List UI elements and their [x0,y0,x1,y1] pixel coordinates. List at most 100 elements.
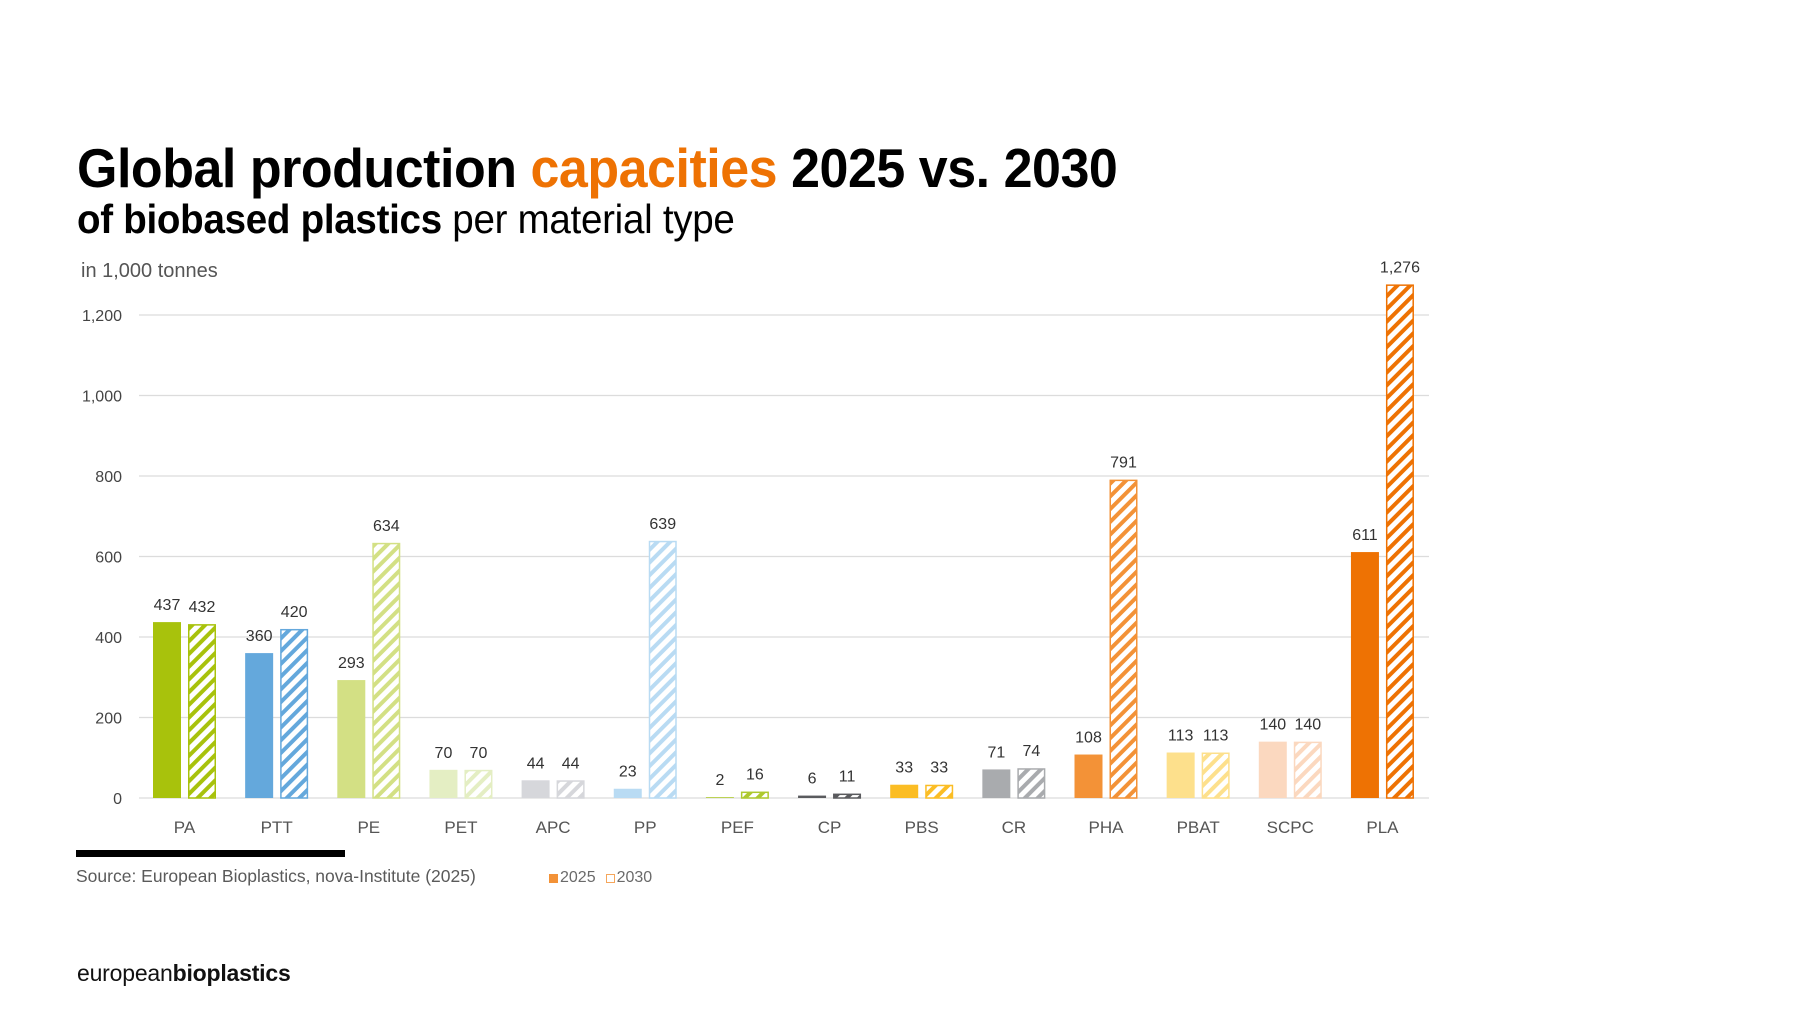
value-label: 437 [154,597,181,614]
x-tick-label: PHA [1089,818,1125,837]
legend-swatch-solid [549,873,558,883]
value-label: 113 [1203,728,1229,745]
y-tick-label: 200 [95,711,122,728]
bars [153,284,1414,799]
logo-bold: bioplastics [172,960,291,986]
value-label: 16 [746,767,764,784]
x-tick-label: PEF [721,818,754,837]
bar-2025-SCPC [1258,741,1287,798]
title-accent: capacities [530,137,778,199]
bar-2025-PHA [1074,754,1103,798]
x-tick-label: PE [357,818,380,837]
x-tick-label: PP [634,818,657,837]
value-label: 611 [1352,527,1378,544]
bar-2030-PLA [1385,284,1414,799]
legend-label: 2030 [616,869,653,886]
legend-swatch-hatched [605,873,615,883]
value-label: 360 [246,628,273,645]
bar-2025-PBAT [1166,752,1195,798]
value-label: 33 [930,760,948,777]
bar-2025-PA [153,622,181,798]
value-label: 420 [281,604,308,621]
value-label: 74 [1022,743,1040,760]
y-tick-label: 400 [95,630,122,647]
x-tick-label: PET [444,818,477,837]
logo-light: european [77,960,173,986]
value-label: 140 [1294,717,1321,734]
x-tick-label: PLA [1366,818,1399,837]
y-axis-unit-label: in 1,000 tonnes [81,260,218,282]
x-tick-label: PA [174,818,196,837]
value-label: 108 [1075,730,1102,747]
bar-2025-PTT [245,653,274,798]
y-tick-label: 1,200 [82,308,122,325]
bar-2025-PP [613,788,642,798]
bar-2025-PEF [705,797,734,798]
bar-2030-CP [833,793,862,799]
european-bioplastics-logo: europeanbioplastics [77,960,291,987]
value-label: 791 [1110,455,1137,472]
value-label: 44 [562,755,580,772]
bar-2030-PE [372,542,401,799]
value-label: 6 [808,771,817,788]
value-label: 634 [373,518,400,535]
bar-2025-CP [798,795,827,798]
value-label: 70 [470,745,488,762]
bar-2030-PHA [1109,479,1138,799]
y-tick-label: 800 [95,469,122,486]
bar-2030-PBAT [1201,752,1230,799]
y-tick-label: 0 [113,791,122,808]
bar-2030-PET [464,769,493,799]
bar-2025-PLA [1350,552,1379,798]
value-label: 293 [338,655,365,672]
x-tick-label: PBAT [1177,818,1220,837]
gridlines [139,314,1429,799]
value-label: 432 [189,599,216,616]
bar-2030-PEF [740,791,769,799]
subtitle-rest: per material type [441,196,735,242]
source-note: Source: European Bioplastics, nova-Insti… [76,866,476,886]
legend-label: 2025 [560,869,596,886]
bar-2025-PE [337,680,366,798]
bar-2030-SCPC [1293,741,1322,799]
value-label: 2 [715,772,724,789]
value-label: 140 [1259,717,1286,734]
bar-2025-APC [521,780,550,798]
bar-2030-PA [188,624,216,799]
chart-title: Global production capacities 2025 vs. 20… [77,136,1118,200]
value-label: 44 [527,755,545,772]
bar-2030-APC [556,780,585,799]
bar-chart: 0 200 400 600 800 1,000 1,200 437 432 360 420 293 6… [82,259,1429,837]
x-tick-label: SCPC [1267,818,1314,837]
bar-2030-PBS [925,784,954,799]
value-label: 33 [895,760,913,777]
x-tick-label: APC [536,818,571,837]
value-label: 639 [649,516,676,533]
bar-2025-PET [429,769,458,798]
x-tick-label: PBS [905,818,939,837]
bar-2030-PTT [280,628,309,799]
bar-2025-CR [982,769,1011,798]
x-axis-ticks: PA PTT PE PET APC PP PEF CP PBS CR PHA PBAT SCPC PLA [174,818,1399,837]
value-label: 71 [987,744,1005,761]
bar-2030-PP [648,540,677,799]
x-tick-label: CR [1002,818,1027,837]
x-tick-label: PTT [261,818,293,837]
y-tick-label: 600 [95,550,122,567]
x-tick-label: CP [818,818,842,837]
bar-2025-PBS [890,784,919,798]
subtitle-bold: of biobased plastics [77,196,442,242]
legend-item-2030: 2030 [605,869,653,887]
value-label: 113 [1168,728,1194,745]
y-axis-ticks: 0 200 400 600 800 1,000 1,200 [82,308,122,808]
value-label: 11 [839,769,856,786]
value-label: 1,276 [1380,259,1420,276]
value-label: 70 [435,745,453,762]
bar-2030-CR [1017,768,1046,799]
chart-subtitle: of biobased plastics per material type [77,196,735,243]
value-label: 23 [619,764,637,781]
footer-divider [76,850,345,857]
legend: 2025 2030 [549,869,652,887]
legend-item-2025: 2025 [549,869,596,887]
